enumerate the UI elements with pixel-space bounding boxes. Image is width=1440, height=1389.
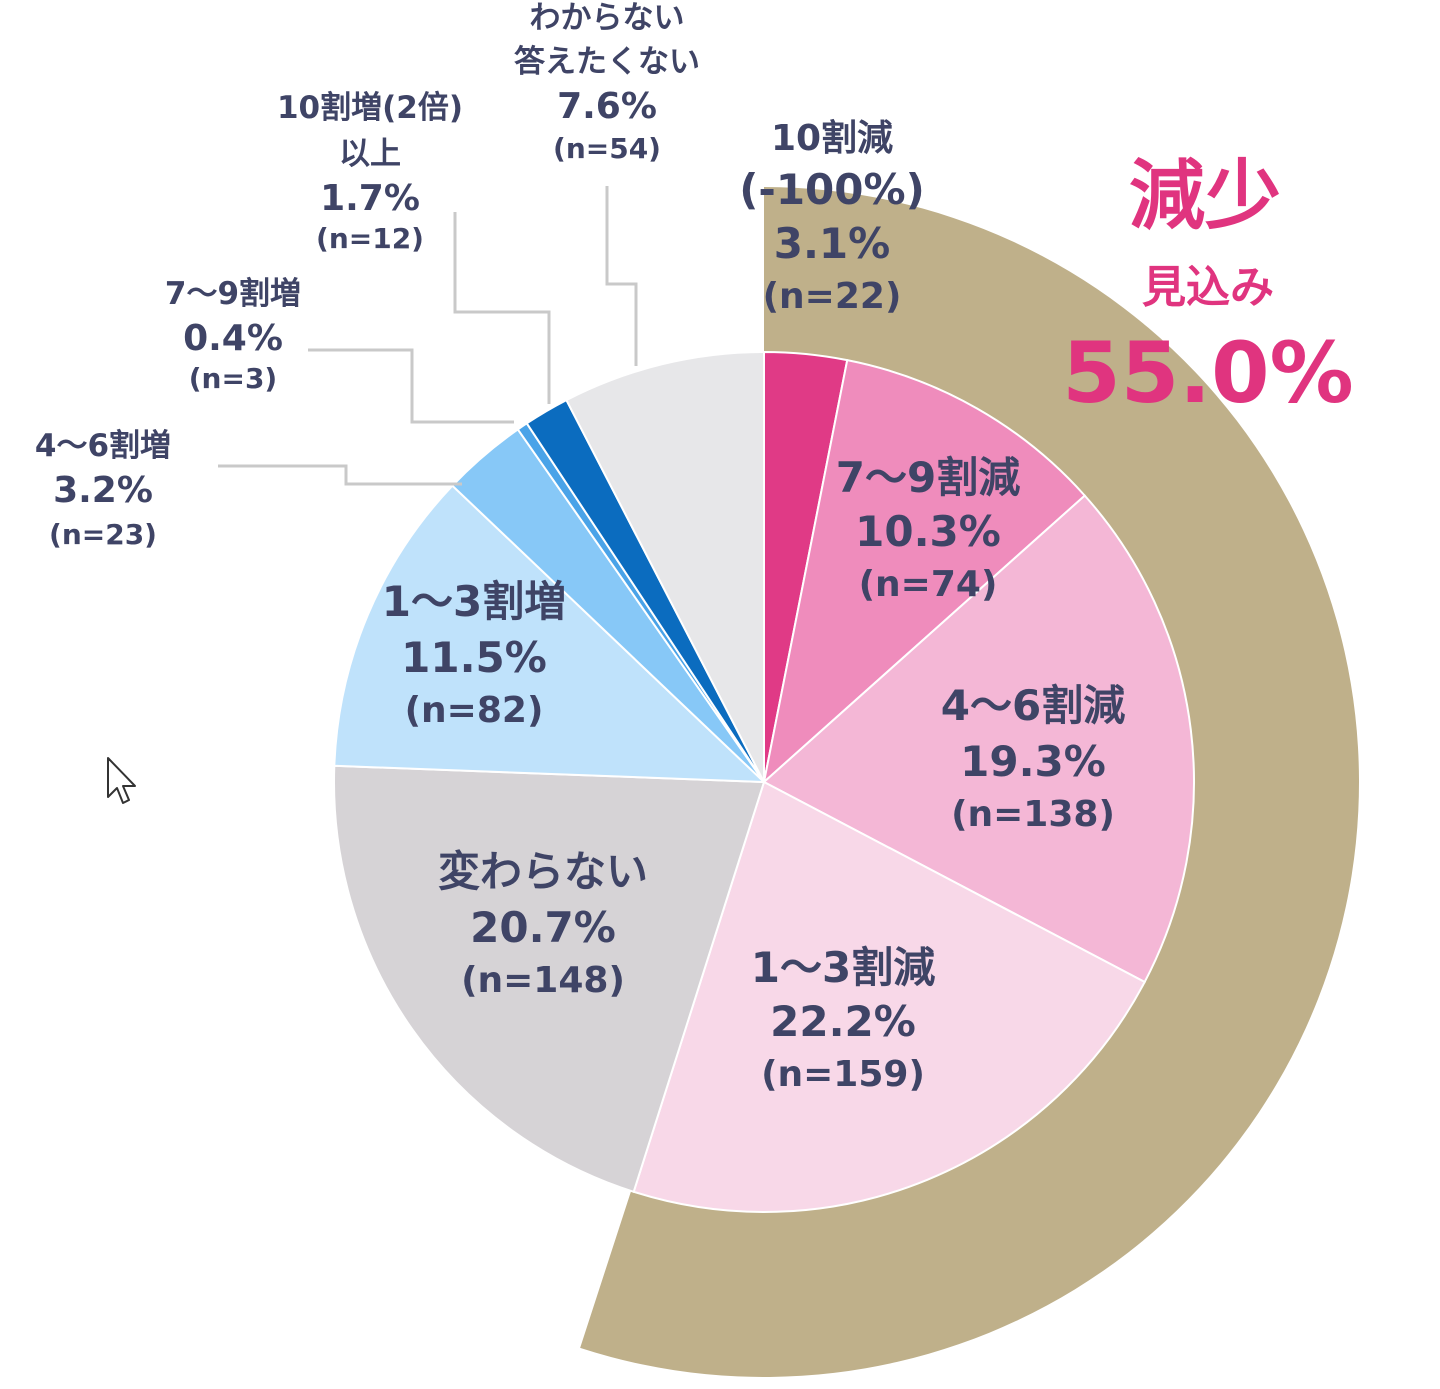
slice-count: (n=159) <box>761 1054 925 1095</box>
slice-pct: 1.7% <box>320 178 420 219</box>
decrease-highlight: 減少 見込み 55.0% <box>1062 151 1353 422</box>
slice-pct: 3.1% <box>774 219 890 268</box>
highlight-title: 減少 <box>1129 151 1281 240</box>
slice-pct: 10.3% <box>855 507 1001 556</box>
leader-line <box>218 464 462 486</box>
pie-slice <box>762 494 1195 984</box>
slice-label-text: 1〜3割減 <box>751 943 935 992</box>
leader-line <box>308 348 514 424</box>
slice-label-text-2: 以上 <box>339 136 401 172</box>
mouse-cursor-icon <box>107 757 136 804</box>
leader-line <box>605 186 638 366</box>
slice-count: (n=12) <box>316 222 424 255</box>
pie-slice <box>565 350 765 783</box>
highlight-value: 55.0% <box>1062 324 1353 422</box>
slice-count: (n=74) <box>859 564 998 605</box>
slice-label-4-6-decrease: 4〜6割減 19.3% (n=138) <box>941 681 1125 835</box>
pie-slice <box>762 358 1087 785</box>
slice-pct: 7.6% <box>557 86 657 127</box>
slice-pct: 19.3% <box>960 737 1106 786</box>
slice-pct: 0.4% <box>183 318 283 359</box>
slice-label-4-6-increase: 4〜6割増 3.2% (n=23) <box>35 428 171 551</box>
decrease-ring-arc <box>580 187 1360 1377</box>
slice-count: (n=54) <box>553 132 661 165</box>
slice-label-text: 7〜9割増 <box>165 276 301 312</box>
highlight-subtitle: 見込み <box>1142 262 1274 313</box>
slice-count: (n=22) <box>763 276 902 317</box>
slice-label-text: 10割増(2倍) <box>277 90 463 126</box>
slice-count: (n=3) <box>189 362 277 395</box>
pie-slice <box>333 484 767 784</box>
slice-label-text-2: 答えたくない <box>514 44 700 80</box>
slice-label-7-9-increase: 7〜9割増 0.4% (n=3) <box>165 276 301 395</box>
slice-label-text: 7〜9割減 <box>836 453 1020 502</box>
pie-slice <box>333 764 766 1194</box>
slice-label-text: 変わらない <box>438 847 648 896</box>
slice-label-7-9-decrease: 7〜9割減 10.3% (n=74) <box>836 453 1020 605</box>
pie-slices <box>333 350 1195 1213</box>
slice-count: (n=23) <box>49 518 157 551</box>
slice-count: (n=138) <box>951 794 1115 835</box>
slice-label-text: 1〜3割増 <box>382 577 566 626</box>
slice-label-text-2: (-100%) <box>739 165 925 214</box>
leader-lines <box>218 186 638 486</box>
slice-label-text: 10割減 <box>771 118 893 159</box>
slice-label-text: 4〜6割減 <box>941 681 1125 730</box>
slice-label-10-decrease: 10割減 (-100%) 3.1% (n=22) <box>739 118 925 317</box>
slice-label-text: わからない <box>530 0 685 36</box>
slice-label-10-increase: 10割増(2倍) 以上 1.7% (n=12) <box>277 90 463 255</box>
slice-pct: 11.5% <box>401 633 547 682</box>
slice-count: (n=82) <box>405 690 544 731</box>
slice-pct: 3.2% <box>53 470 153 511</box>
slice-label-no-change: 変わらない 20.7% (n=148) <box>438 847 648 1001</box>
slice-label-1-3-decrease: 1〜3割減 22.2% (n=159) <box>751 943 935 1095</box>
leader-line <box>453 212 551 404</box>
slice-pct: 22.2% <box>770 997 916 1046</box>
slice-pct: 20.7% <box>470 903 616 952</box>
slice-count: (n=148) <box>461 960 625 1001</box>
pie-slice <box>632 780 1147 1213</box>
slice-label-1-3-increase: 1〜3割増 11.5% (n=82) <box>382 577 566 731</box>
slice-label-text: 4〜6割増 <box>35 428 171 464</box>
slice-label-unknown: わからない 答えたくない 7.6% (n=54) <box>514 0 700 165</box>
